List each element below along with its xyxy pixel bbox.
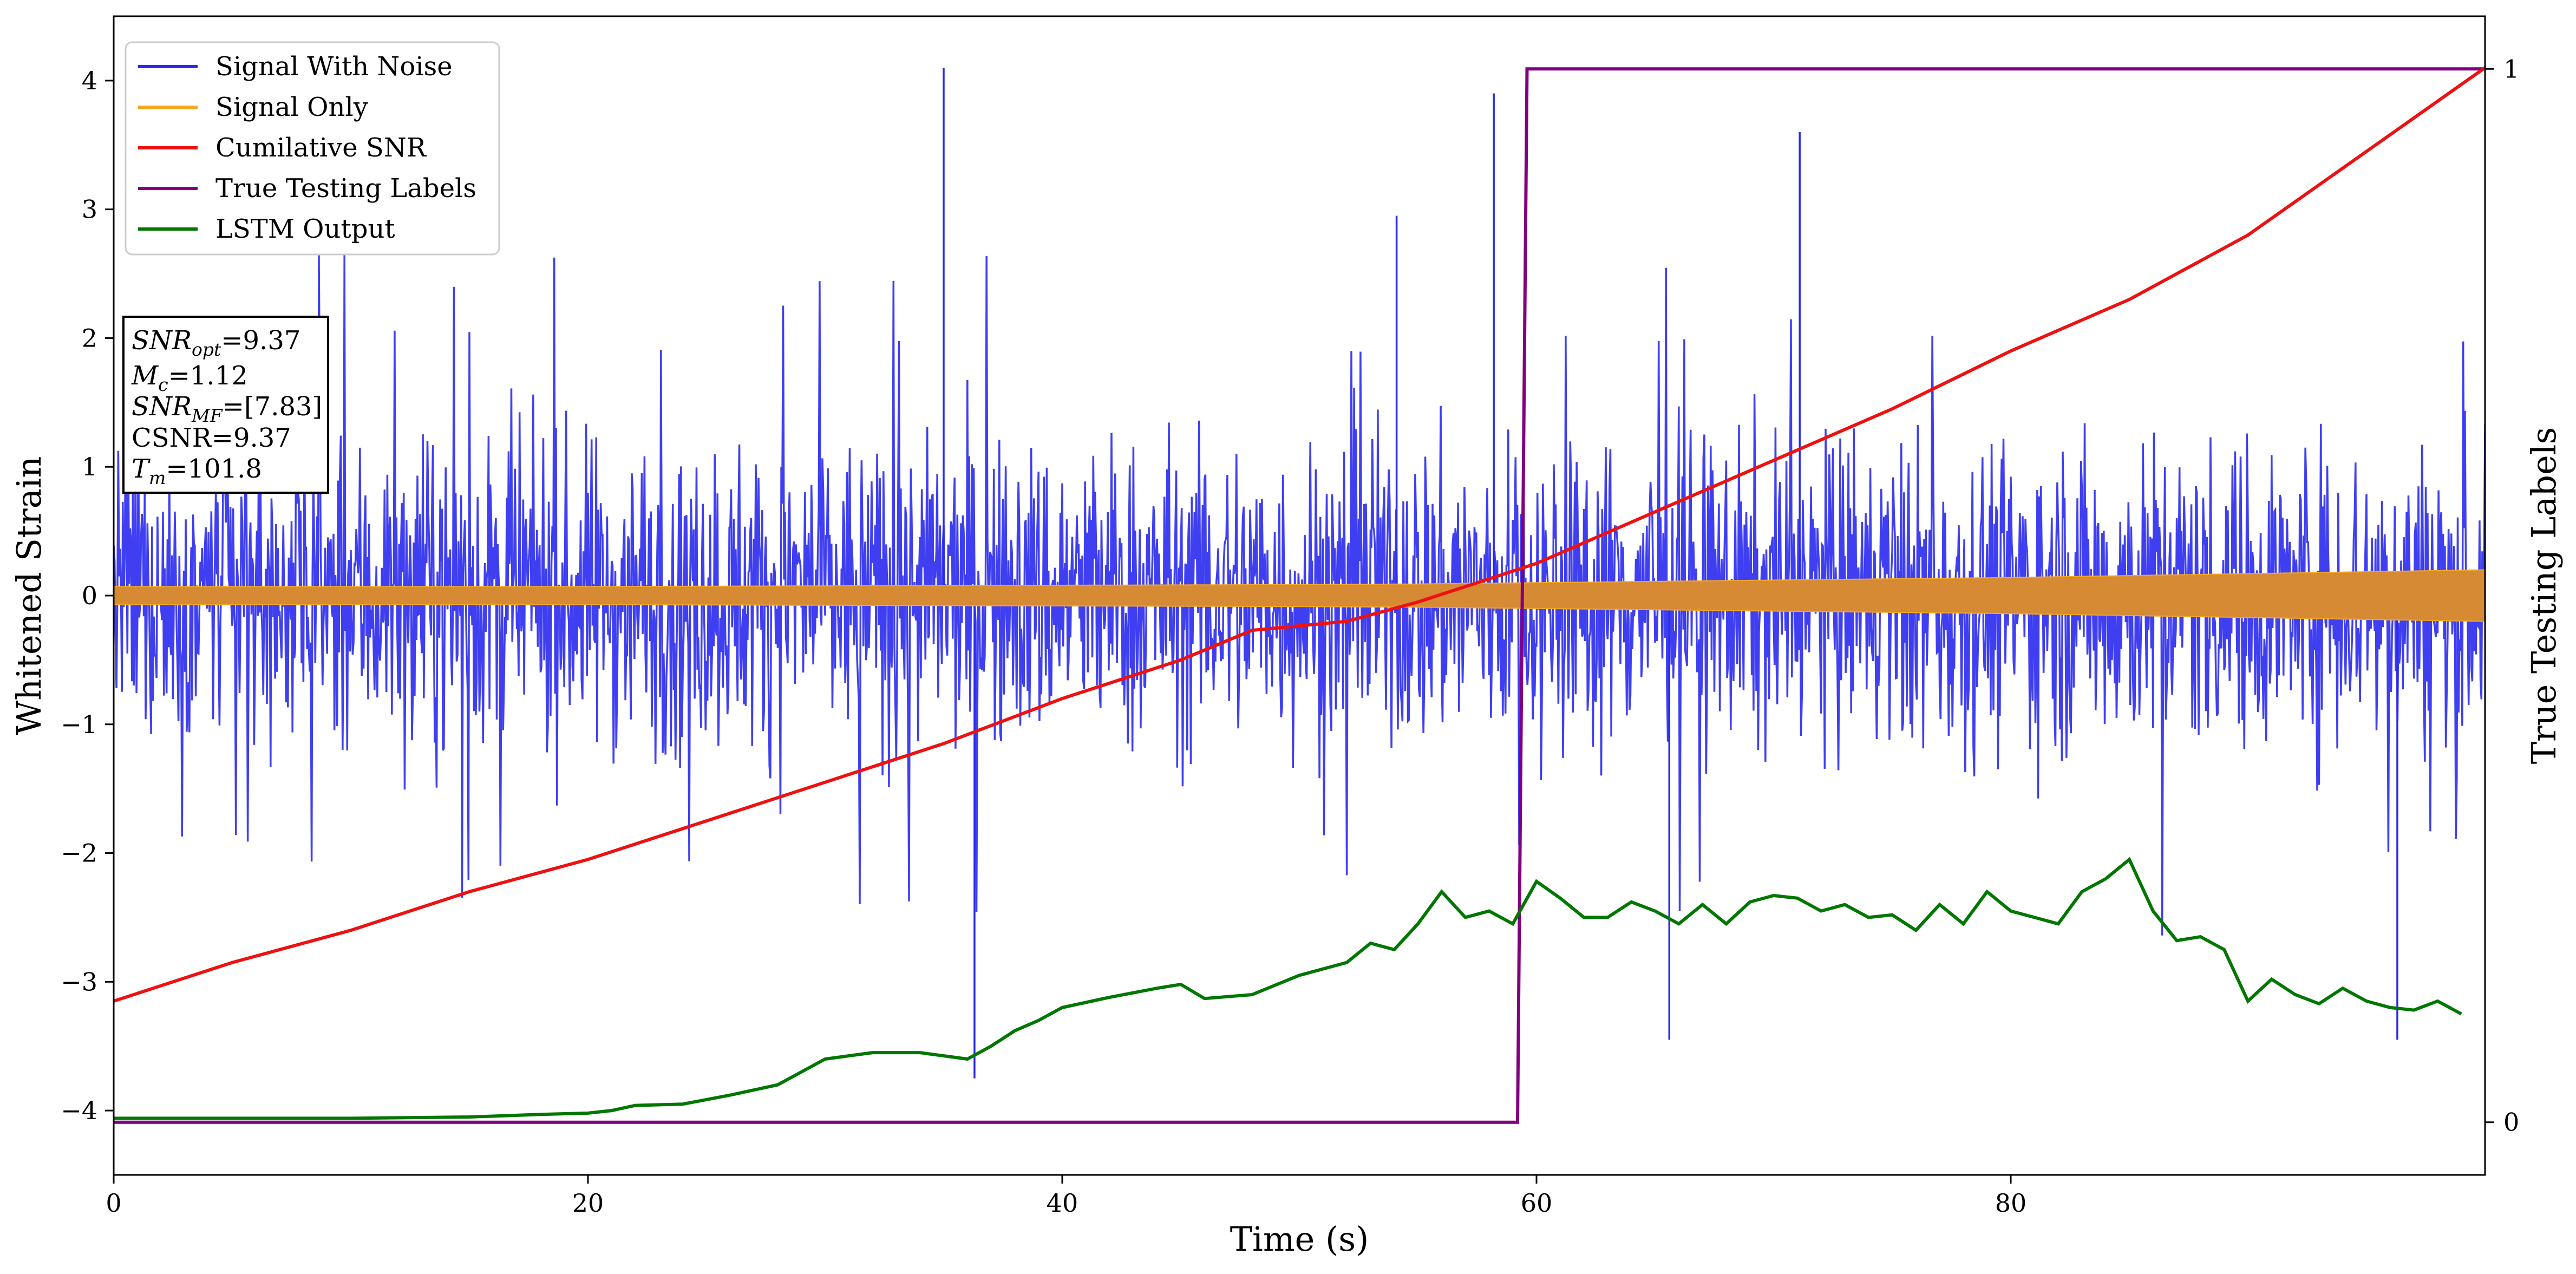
info-box: SNRopt=9.37 Mc=1.12 SNRMF=[7.83] CSNR=9.… (122, 316, 329, 494)
y-tick-label: 4 (82, 66, 97, 95)
x-tick-label: 0 (106, 1188, 121, 1218)
info-snr-mf: SNRMF=[7.83] (132, 391, 322, 426)
y-right-tick-label: 1 (2503, 54, 2519, 83)
y-tick-label: 3 (82, 195, 97, 224)
info-mc: Mc=1.12 (131, 361, 248, 395)
legend: Signal With Noise Signal Only Cumilative S… (125, 41, 500, 256)
y-tick-label: −4 (61, 1096, 97, 1125)
y-tick-label: −1 (61, 710, 97, 739)
info-tm: Tm=101.8 (132, 454, 262, 488)
signal-band (114, 569, 2485, 622)
x-tick-label: 80 (1995, 1188, 2027, 1218)
series-cumilative-snr (114, 66, 2485, 1003)
y-tick-label: 0 (82, 581, 97, 610)
labels-line (114, 67, 2485, 1124)
series-signal-only (114, 569, 2485, 622)
legend-label: LSTM Output (215, 214, 395, 244)
series-lstm-output (114, 857, 2462, 1120)
y-tick-label: 2 (82, 323, 97, 352)
lstm-line (114, 857, 2462, 1120)
y-tick-label: −2 (61, 839, 97, 868)
x-axis-label: Time (s) (1230, 1219, 1369, 1259)
info-csnr: CSNR=9.37 (132, 423, 291, 453)
info-box-frame (122, 316, 329, 494)
y-axis-label: Whitened Strain (9, 456, 49, 735)
x-tick-label: 60 (1521, 1188, 1553, 1218)
y-tick-label: −3 (61, 967, 97, 996)
series-true-testing-labels (114, 67, 2485, 1124)
legend-label: Signal Only (215, 92, 368, 122)
info-snr-opt: SNRopt=9.37 (132, 325, 300, 360)
y-axis-right-label: True Testing Labels (2524, 427, 2564, 765)
legend-frame (125, 41, 500, 256)
legend-label: Cumilative SNR (215, 133, 427, 163)
csnr-line (114, 66, 2485, 1003)
legend-label: True Testing Labels (215, 173, 476, 204)
plot-area (114, 66, 2485, 1124)
y-right-tick-label: 0 (2503, 1108, 2519, 1137)
y-tick-label: 1 (82, 452, 97, 481)
x-tick-label: 40 (1047, 1188, 1078, 1218)
legend-label: Signal With Noise (215, 51, 453, 82)
x-tick-label: 20 (572, 1188, 604, 1218)
